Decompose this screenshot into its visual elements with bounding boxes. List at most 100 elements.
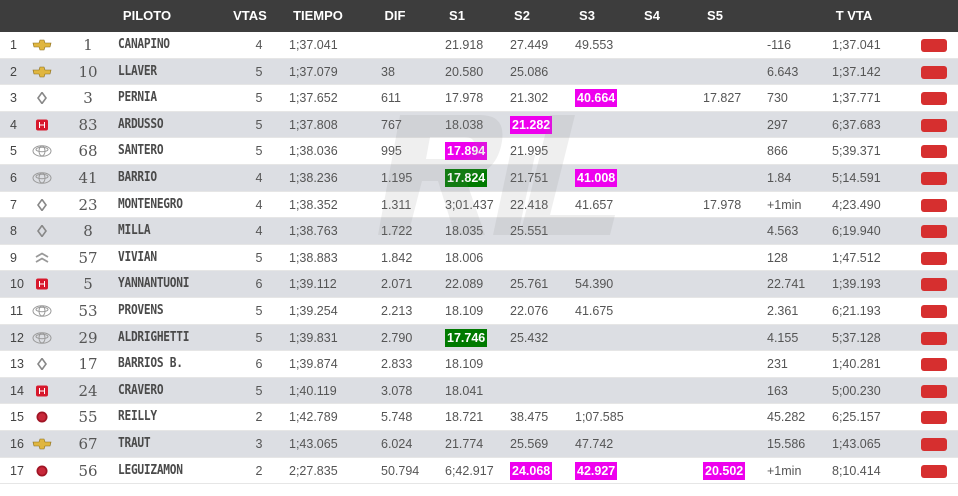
position-cell: 7 [10, 197, 17, 212]
car-number: 57 [78, 248, 98, 267]
cell-gap: -116 [767, 38, 792, 52]
cell-s3: 47.742 [575, 437, 614, 451]
driver-name[interactable]: LLAVER [118, 63, 157, 79]
cell-s1: 18.041 [445, 383, 484, 398]
row-action-button[interactable] [921, 358, 947, 372]
position-cell: 12 [10, 330, 24, 345]
cell-tvta: 8;10.414 [832, 463, 881, 478]
position-cell: 14 [10, 383, 24, 398]
cell-vtas: 5 [255, 304, 263, 318]
row-action-button[interactable] [921, 92, 947, 106]
table-row[interactable]: 13 17 BARRIOS B. 6 1;39.874 2.833 18.109 231 1;4… [0, 351, 958, 378]
driver-name[interactable]: REILLY [118, 409, 157, 425]
cell-s2: 22.418 [510, 192, 548, 218]
row-action-button[interactable] [921, 305, 947, 318]
position-cell: 8 [10, 224, 17, 239]
row-action-button[interactable] [921, 172, 947, 185]
cell-gap: 128 [767, 250, 788, 265]
position-cell: 1 [10, 38, 17, 52]
row-action-button[interactable] [921, 198, 947, 212]
driver-name[interactable]: PROVENS [118, 303, 164, 318]
car-number: 53 [78, 302, 98, 320]
cell-s2: 38.475 [510, 410, 549, 425]
cell-gap: 2.361 [767, 304, 799, 318]
table-row[interactable]: 7 23 MONTENEGRO 4 1;38.352 1.311 3;01.437 22.41… [0, 191, 958, 219]
driver-name[interactable]: TRAUT [118, 436, 151, 451]
table-row[interactable]: 12 29 ALDRIGHETTI 5 1;39.831 2.790 17.746 25.43… [0, 324, 958, 352]
cell-vtas: 5 [255, 64, 263, 79]
best-sector-badge: 17.824 [445, 169, 488, 187]
table-row[interactable]: 1 1 CANAPINO 4 1;37.041 21.918 27.449 49.553 -11… [0, 32, 958, 59]
cell-tvta: 1;39.193 [832, 277, 881, 292]
driver-name[interactable]: CANAPINO [118, 37, 170, 52]
table-row[interactable]: 2 10 LLAVER 5 1;37.079 38 20.580 25.086 6.643 1;3… [0, 58, 958, 86]
col-s1: S1 [449, 8, 465, 23]
driver-name[interactable]: VIVIAN [118, 249, 157, 265]
cell-gap: 1.84 [767, 171, 792, 185]
driver-name[interactable]: YANNANTUONI [118, 276, 190, 292]
col-piloto: PILOTO [122, 8, 172, 23]
driver-name[interactable]: BARRIOS B. [118, 356, 183, 372]
cell-dif: 1.842 [381, 250, 413, 265]
cell-gap: 22.741 [767, 277, 806, 292]
cell-tiempo: 1;37.652 [289, 91, 338, 106]
table-row[interactable]: 10 5 YANNANTUONI 6 1;39.112 2.071 22.089 25.761… [0, 271, 958, 298]
driver-name[interactable]: SANTERO [118, 143, 164, 159]
row-action-button[interactable] [921, 225, 947, 239]
row-action-button[interactable] [921, 411, 947, 425]
cell-dif: 1.195 [381, 165, 412, 191]
row-action-button[interactable] [921, 331, 947, 345]
fiat-icon [32, 411, 52, 423]
table-row[interactable]: 15 55 REILLY 2 1;42.789 5.748 18.721 38.475 1;07… [0, 404, 958, 431]
driver-name[interactable]: BARRIO [118, 170, 157, 185]
best-sector-badge: 21.282 [510, 115, 553, 134]
cell-s1: 21.918 [445, 38, 484, 52]
row-action-button[interactable] [921, 39, 947, 52]
car-number: 55 [78, 408, 98, 427]
cell-dif: 1.722 [381, 218, 412, 244]
car-number: 24 [78, 381, 98, 400]
driver-name[interactable]: LEGUIZAMON [118, 462, 183, 478]
row-action-button[interactable] [921, 65, 947, 79]
cell-vtas: 6 [255, 357, 263, 372]
cell-tvta: 5;14.591 [832, 171, 881, 185]
driver-name[interactable]: MILLA [118, 223, 151, 239]
row-action-button[interactable] [921, 464, 947, 478]
row-action-button[interactable] [921, 118, 947, 132]
table-row[interactable]: 16 67 TRAUT 3 1;43.065 6.024 21.774 25.569 47.74… [0, 431, 958, 458]
toyota-icon [32, 172, 52, 184]
fiat-icon [32, 465, 52, 477]
cell-vtas: 4 [255, 197, 263, 212]
table-row[interactable]: 17 56 LEGUIZAMON 2 2;27.835 50.794 6;42.917 24.… [0, 457, 958, 485]
table-row[interactable]: 9 57 VIVIAN 5 1;38.883 1.842 18.006 128 1;47.512 [0, 244, 958, 272]
cell-s2: 25.432 [510, 330, 549, 345]
row-action-button[interactable] [921, 438, 947, 451]
cell-gap: 297 [767, 117, 788, 132]
cell-dif: 38 [381, 64, 395, 79]
driver-name[interactable]: PERNIA [118, 90, 157, 106]
cell-s2: 21.302 [510, 91, 549, 106]
table-row[interactable]: 14 24 CRAVERO 5 1;40.119 3.078 18.041 163 5;00.2… [0, 377, 958, 405]
col-vtas: VTAS [233, 8, 267, 23]
cell-dif: 50.794 [381, 463, 420, 478]
driver-name[interactable]: MONTENEGRO [118, 196, 183, 212]
table-row[interactable]: 3 3 PERNIA 5 1;37.652 611 17.978 21.302 40.664 17… [0, 85, 958, 112]
driver-name[interactable]: CRAVERO [118, 382, 164, 398]
table-row[interactable]: 6 41 BARRIO 4 1;38.236 1.195 17.824 21.751 41.00… [0, 165, 958, 192]
car-number: 41 [78, 169, 98, 187]
cell-s2: 24.068 [510, 458, 553, 484]
position-cell: 17 [10, 463, 24, 478]
driver-name[interactable]: ALDRIGHETTI [118, 329, 190, 345]
table-row[interactable]: 8 8 MILLA 4 1;38.763 1.722 18.035 25.551 4.563 6;… [0, 218, 958, 245]
cell-s1: 17.894 [445, 138, 488, 164]
driver-name[interactable]: ARDUSSO [118, 116, 164, 132]
row-action-button[interactable] [921, 251, 947, 265]
row-action-button[interactable] [921, 278, 947, 292]
table-row[interactable]: 4 83 ARDUSSO 5 1;37.808 767 18.038 21.282 297 6;3… [0, 111, 958, 139]
table-row[interactable]: 11 53 PROVENS 5 1;39.254 2.213 18.109 22.076 41.… [0, 298, 958, 325]
table-row[interactable]: 5 68 SANTERO 5 1;38.036 995 17.894 21.995 866 5;3… [0, 138, 958, 165]
row-action-button[interactable] [921, 384, 947, 398]
row-action-button[interactable] [921, 145, 947, 159]
cell-s5: 17.978 [703, 197, 742, 212]
col-s4: S4 [644, 8, 660, 23]
